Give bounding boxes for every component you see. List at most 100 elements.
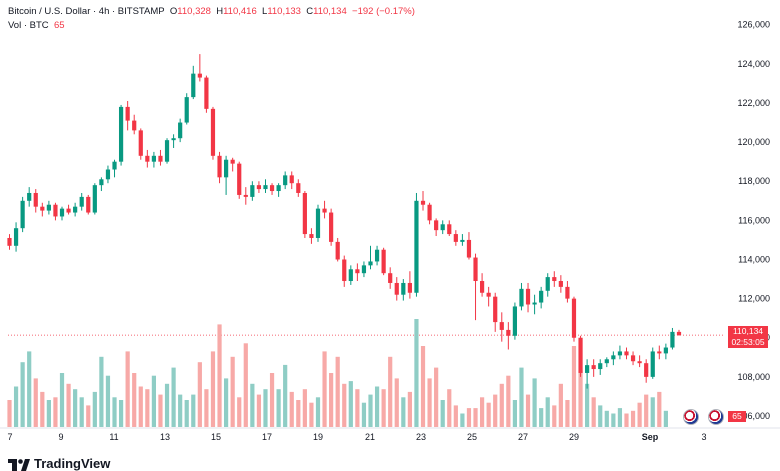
candle-body [348,269,353,282]
candle-body [427,204,432,221]
chart-legend-header: Bitcoin / U.S. Dollar · 4h · BITSTAMP O1… [8,6,415,17]
volume-bar [178,394,183,427]
candle-body [27,192,32,201]
candle-body [40,206,45,211]
volume-bar [479,397,485,427]
volume-bar [525,394,531,427]
volume-bar [269,373,275,427]
candle-body [335,241,340,260]
price-axis-label: 116,000 [738,215,770,225]
volume-bar [7,400,12,427]
candle-body [184,97,189,123]
candle-body [466,239,472,258]
volume-bar [493,394,498,427]
volume-legend: Vol · BTC 65 [8,20,65,31]
candlesticks [7,54,682,389]
change-value: −192 (−0.17%) [352,6,415,17]
time-axis-label: 21 [365,432,375,442]
volume-bar [532,378,537,427]
candle-body [604,359,609,364]
candle-body [657,351,662,354]
volume-label[interactable]: Vol · BTC [8,20,49,31]
time-axis-label: 19 [313,432,323,442]
candle-body [178,122,183,139]
volume-bar [637,402,642,427]
candle-body [499,322,504,330]
price-axis-label: 124,000 [737,59,770,69]
volume-bar [420,346,426,427]
tradingview-logo-icon [8,458,30,471]
volume-bar [460,413,465,427]
volume-bar [401,397,406,427]
candle-body [269,185,275,192]
candle-body [53,204,58,217]
volume-bar [519,367,524,427]
time-axis-label: 29 [569,432,579,442]
volume-bar [565,400,570,427]
candle-body [105,169,111,180]
candle-body [132,120,137,131]
candle-body [210,108,216,156]
volume-bar [348,381,353,427]
us-flag-event-icon[interactable] [708,409,724,425]
volume-bar [53,397,58,427]
candle-body [7,237,12,246]
volume-bar [138,386,143,427]
price-axis[interactable]: 126,000 124,000 122,000 120,000 118,000 116,0… [737,20,770,421]
volume-bar [296,400,301,427]
candle-body [46,204,51,211]
us-flag-event-icon[interactable] [683,409,699,425]
tradingview-logo[interactable]: TradingView [8,456,110,471]
volume-bar [604,410,609,427]
price-axis-label: 108,000 [737,372,770,382]
time-axis-label: 3 [701,432,706,442]
candle-body [388,273,393,283]
candle-body [302,192,307,235]
volume-bar [466,408,472,427]
volume-bar [73,389,78,427]
candle-body [79,196,84,207]
time-axis-label: 9 [58,432,63,442]
volume-bar [59,373,65,427]
candle-body [558,281,563,287]
candle-body [171,138,176,141]
price-axis-label: 122,000 [737,98,770,108]
volume-bar [27,351,32,427]
volume-bar [650,397,655,427]
candle-body [434,220,439,231]
low-label: L [262,6,268,17]
volume-bar [361,402,367,427]
volume-bar [486,402,491,427]
price-axis-label: 120,000 [737,137,770,147]
volume-bar [197,362,202,427]
volume-bar [263,389,268,427]
candle-body [361,265,367,274]
time-axis-label: 11 [109,432,118,442]
candle-body [506,329,511,336]
symbol-title[interactable]: Bitcoin / U.S. Dollar · 4h · BITSTAMP [8,6,165,17]
candle-body [289,175,294,184]
volume-bar [13,386,19,427]
volume-bar [611,413,616,427]
candle-body [479,281,485,293]
candle-body [598,363,603,370]
time-axis[interactable]: 7 9 11 13 15 17 19 21 23 25 27 29 Sep 3 [7,432,706,442]
price-axis-label: 114,000 [738,254,770,264]
price-axis-label: 126,000 [737,20,770,30]
candle-body [578,337,583,373]
volume-badge: 65 [728,411,746,422]
candle-body [283,175,288,186]
volume-bar [217,324,222,427]
candle-body [197,73,202,78]
close-value: 110,134 [313,6,347,17]
candle-body [420,200,426,205]
time-axis-label: 17 [262,432,272,442]
volume-bar [289,391,294,427]
candle-body [676,331,682,336]
candle-body [374,249,380,262]
candle-body [591,365,596,370]
volume-bar [125,351,130,427]
candle-body [73,206,78,213]
price-axis-label: 118,000 [738,176,770,186]
